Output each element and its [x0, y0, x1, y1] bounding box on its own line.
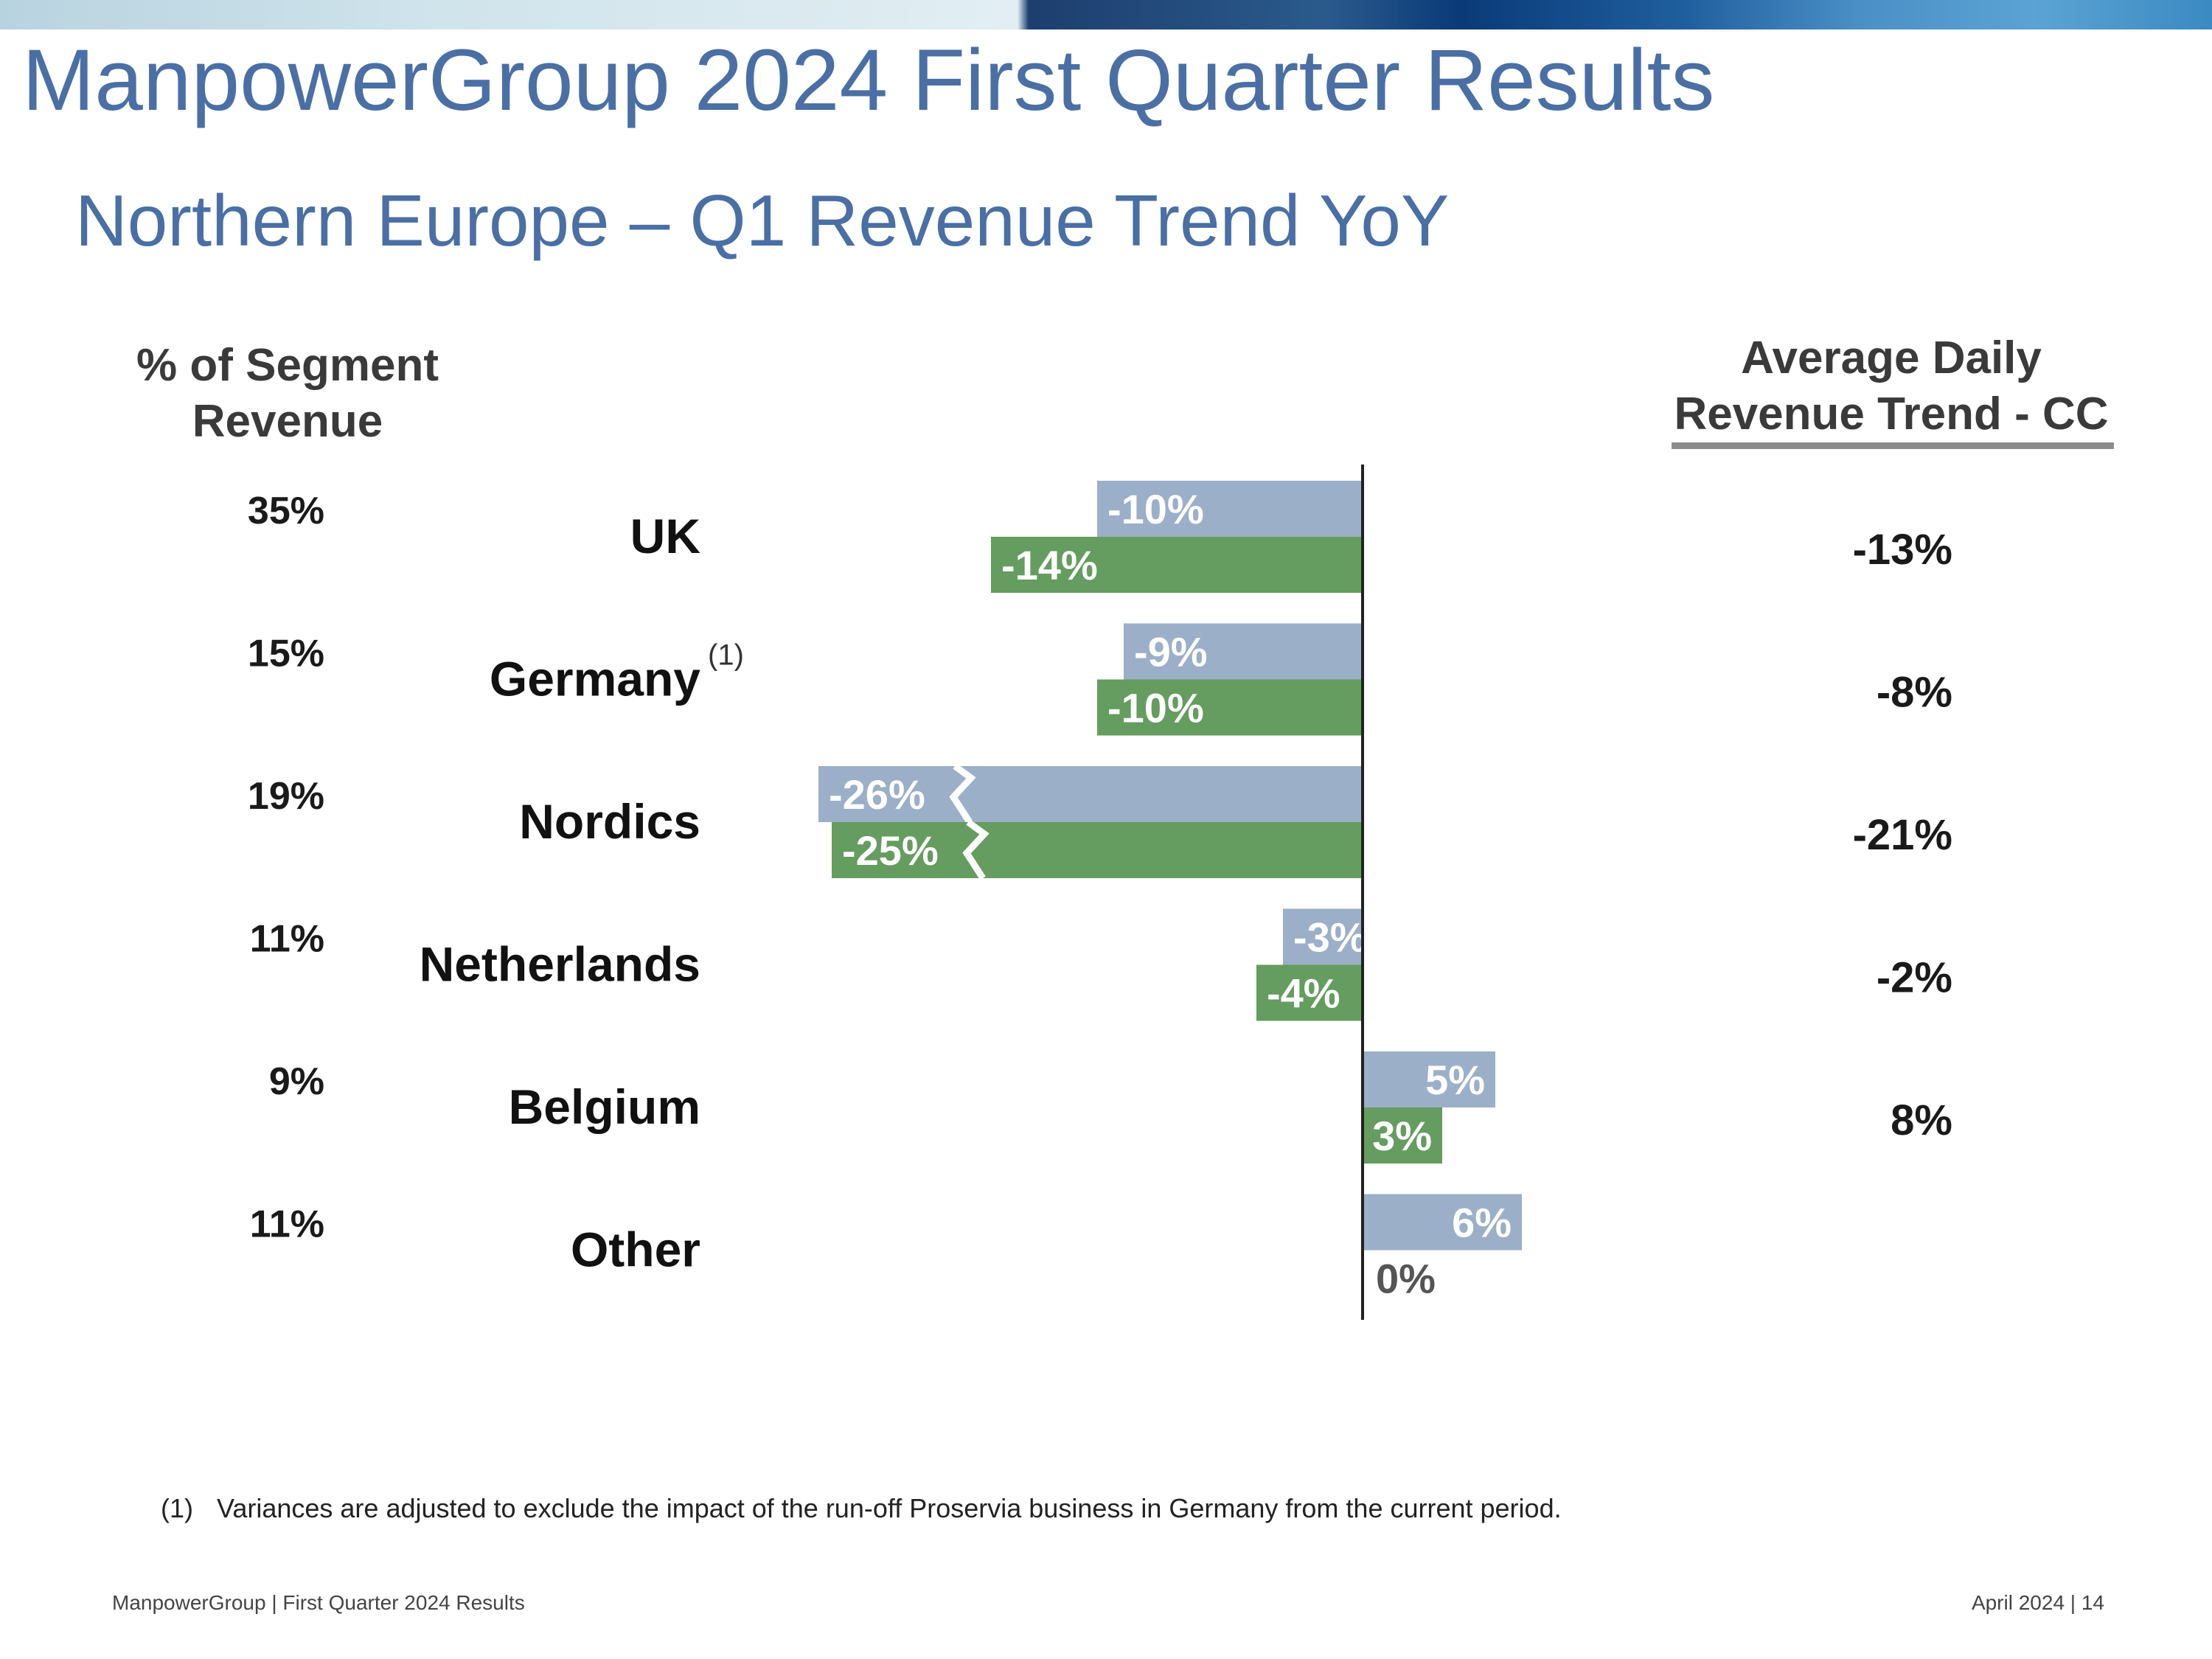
chart-bar	[1124, 623, 1363, 680]
bar-value-label: 0%	[1376, 1256, 1436, 1302]
chart-bar	[1363, 1194, 1522, 1251]
bar-value-label: -25%	[842, 827, 939, 874]
bar-value-label: -9%	[1134, 629, 1208, 675]
chart-bar	[1363, 1051, 1495, 1107]
segment-share-value: 35%	[248, 490, 324, 532]
slide-subtitle: Northern Europe – Q1 Revenue Trend YoY	[75, 180, 1450, 261]
bar-value-label: -3%	[1293, 914, 1367, 961]
bar-value-label: -26%	[829, 771, 925, 818]
bar-value-label: -10%	[1107, 486, 1204, 532]
chart-bar	[1097, 481, 1363, 537]
footer-left: ManpowerGroup | First Quarter 2024 Resul…	[112, 1591, 525, 1614]
bar-value-label: -14%	[1001, 542, 1098, 588]
segment-revenue-header: % of Segment Revenue	[136, 340, 439, 447]
chart-bar	[818, 766, 1363, 822]
footer-right: April 2024 | 14	[1971, 1591, 2104, 1614]
axis-break-marker	[962, 819, 990, 880]
daily-trend-value: 8%	[1891, 1096, 1952, 1144]
bar-value-label: -10%	[1107, 685, 1204, 731]
daily-trend-value: -8%	[1877, 669, 1952, 717]
chart-bar	[1256, 964, 1363, 1021]
daily-revenue-trend-header-line1: Average Daily	[1741, 333, 2042, 383]
header-underline	[1672, 442, 2114, 449]
chart-bar	[1363, 1107, 1442, 1164]
top-decorative-band	[0, 0, 2212, 29]
chart-bar	[1097, 679, 1363, 736]
segment-share-value: 15%	[248, 633, 324, 675]
segment-share-value: 19%	[248, 775, 324, 818]
category-label: Netherlands	[420, 937, 700, 992]
bar-value-label: 3%	[1372, 1113, 1432, 1159]
segment-share-value: 11%	[250, 1203, 324, 1246]
category-label: Belgium	[509, 1079, 700, 1134]
category-label: UK	[630, 509, 701, 563]
category-label: Other	[571, 1222, 700, 1277]
axis-break-marker	[949, 763, 976, 824]
daily-revenue-trend-header-line2: Revenue Trend - CC	[1674, 388, 2109, 439]
daily-trend-value: -21%	[1853, 811, 1952, 859]
bar-value-label: 6%	[1452, 1200, 1512, 1246]
daily-trend-value: -13%	[1853, 526, 1952, 574]
page-title: ManpowerGroup 2024 First Quarter Results	[22, 32, 1715, 129]
footnote-text: Variances are adjusted to exclude the im…	[217, 1493, 1562, 1523]
segment-share-value: 11%	[250, 918, 324, 961]
footnote: (1) Variances are adjusted to exclude the…	[161, 1493, 1562, 1524]
chart-bar	[991, 537, 1363, 593]
chart-bar	[832, 822, 1363, 878]
category-footnote-marker: (1)	[708, 639, 744, 672]
chart-bar	[1283, 908, 1363, 965]
category-label: Nordics	[519, 794, 700, 849]
segment-share-value: 9%	[269, 1060, 324, 1103]
category-label: Germany	[490, 652, 700, 706]
daily-trend-value: -2%	[1877, 954, 1952, 1002]
footnote-number: (1)	[161, 1493, 193, 1523]
bar-value-label: 5%	[1425, 1057, 1485, 1103]
bar-value-label: -4%	[1267, 970, 1340, 1017]
daily-revenue-trend-header: Average Daily Revenue Trend - CC	[1652, 330, 2131, 442]
